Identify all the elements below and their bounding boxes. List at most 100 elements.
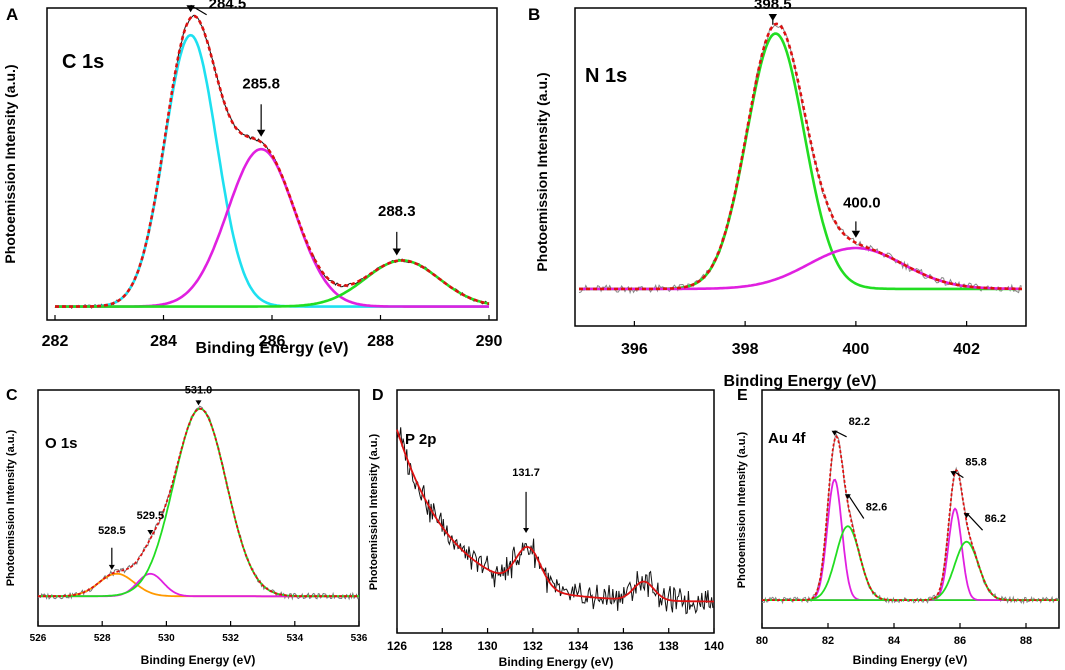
x-tick-label: 526 xyxy=(30,633,47,644)
plot-frame xyxy=(574,7,1027,327)
peak-arrow-head xyxy=(392,248,401,256)
peak-arrow-head xyxy=(768,13,778,21)
peak-label: 528.5 xyxy=(98,525,126,537)
curves xyxy=(761,433,1060,605)
x-tick-label: 396 xyxy=(621,341,648,358)
x-tick-label: 284 xyxy=(150,333,177,350)
y-axis-label: Photoemission Intensity (a.u.) xyxy=(534,72,550,271)
series-pyridinic-n xyxy=(579,32,1022,291)
peak-arrow-head xyxy=(851,230,861,238)
y-axis-label: Photoemission Intensity (a.u.) xyxy=(5,429,17,586)
series-fitted xyxy=(579,22,1022,291)
peak-arrow-head xyxy=(950,471,957,477)
peak-label: 82.6 xyxy=(866,502,887,514)
series-au-4f5-2-shifted xyxy=(762,540,1059,601)
series-raw xyxy=(761,433,1060,605)
annotations: 531.0 529.5 528.5 xyxy=(98,385,212,570)
panel-p2p: D P 2p Binding Energy (eV) Photoemission… xyxy=(368,387,724,669)
peak-arrow-head xyxy=(523,528,530,534)
annotations: 284.5 285.8 288.3 xyxy=(186,0,416,256)
x-tick-label: 288 xyxy=(367,333,394,350)
x-tick-label: 80 xyxy=(756,635,768,647)
x-axis-label: Binding Energy (eV) xyxy=(724,373,877,390)
x-ticks: 80 82 84 86 88 xyxy=(756,623,1032,647)
x-tick-label: 136 xyxy=(613,639,633,653)
series-c-n-peak xyxy=(55,147,489,308)
peak-arrow-head xyxy=(256,129,266,137)
panel-letter-b: B xyxy=(528,5,540,24)
series-o-peak-528-5 xyxy=(38,572,359,598)
x-tick-label: 128 xyxy=(432,639,452,653)
series-au0-4f7-2 xyxy=(762,478,1059,601)
element-label: O 1s xyxy=(45,435,78,452)
panel-letter-c: C xyxy=(6,387,18,404)
series-fitted xyxy=(762,435,1059,601)
peak-label: 531.0 xyxy=(185,385,213,397)
annotations: 82.2 82.6 85.8 86.2 xyxy=(831,416,1006,531)
series-raw xyxy=(54,14,490,309)
plot-frame xyxy=(37,389,360,627)
curves xyxy=(396,427,715,615)
series-o-peak-531-0 xyxy=(38,407,359,598)
series-o-peak-529-5 xyxy=(38,572,359,598)
x-ticks: 282 284 286 288 290 xyxy=(42,315,503,350)
series-fitted xyxy=(38,407,359,598)
y-axis-label: Photoemission Intensity (a.u.) xyxy=(736,431,748,588)
panel-au4f: E Au 4f Binding Energy (eV) Photoemissio… xyxy=(736,387,1060,667)
x-tick-label: 532 xyxy=(222,633,239,644)
series-raw xyxy=(396,427,715,615)
x-tick-label: 282 xyxy=(42,333,69,350)
plot-frame xyxy=(396,389,715,634)
peak-label: 285.8 xyxy=(242,75,280,92)
panel-letter-a: A xyxy=(6,5,18,24)
peak-label: 85.8 xyxy=(965,457,986,469)
y-axis-label: Photoemission Intensity (a.u.) xyxy=(2,64,18,263)
peak-arrow-head xyxy=(186,5,195,13)
plot-frame xyxy=(46,7,498,321)
x-tick-label: 126 xyxy=(387,639,407,653)
peak-arrow-head xyxy=(844,494,851,500)
x-tick-label: 130 xyxy=(478,639,498,653)
peak-arrow-head xyxy=(195,400,202,406)
x-tick-label: 140 xyxy=(704,639,724,653)
x-ticks: 526 528 530 532 534 536 xyxy=(30,621,368,644)
series-smoothed xyxy=(396,429,714,603)
x-tick-label: 290 xyxy=(476,333,503,350)
y-axis-label: Photoemission Intensity (a.u.) xyxy=(368,433,380,590)
x-tick-label: 134 xyxy=(568,639,588,653)
peak-label: 529.5 xyxy=(137,510,165,522)
x-tick-label: 84 xyxy=(888,635,901,647)
peak-arrow-head xyxy=(831,430,838,436)
annotations: 398.5 400.0 xyxy=(754,0,881,238)
peak-label: 131.7 xyxy=(512,467,540,479)
panel-c1s: A C 1s Binding Energy (eV) Photoemission… xyxy=(2,0,502,357)
element-label: Au 4f xyxy=(768,430,807,447)
annotations: 131.7 xyxy=(512,467,540,534)
x-tick-label: 400 xyxy=(843,341,870,358)
element-label: N 1s xyxy=(585,65,627,87)
x-ticks: 126 128 130 132 134 136 138 140 xyxy=(387,628,724,653)
peak-arrow-shaft xyxy=(966,512,984,531)
panel-letter-d: D xyxy=(372,387,384,404)
x-tick-label: 398 xyxy=(732,341,759,358)
curves xyxy=(54,14,490,309)
x-ticks: 396 398 400 402 xyxy=(621,321,980,358)
series-raw xyxy=(37,405,360,601)
peak-label: 400.0 xyxy=(843,194,881,211)
peak-arrow-head xyxy=(147,529,154,535)
series-fitted xyxy=(55,14,490,308)
x-tick-label: 88 xyxy=(1020,635,1032,647)
peak-label: 86.2 xyxy=(985,513,1006,525)
plot-frame xyxy=(761,389,1060,629)
peak-label: 284.5 xyxy=(209,0,247,13)
element-label: C 1s xyxy=(62,51,104,73)
peak-label: 82.2 xyxy=(849,416,870,428)
peak-label: 398.5 xyxy=(754,0,792,13)
panel-o1s: C O 1s Binding Energy (eV) Photoemission… xyxy=(5,385,368,668)
x-tick-label: 402 xyxy=(953,341,980,358)
x-tick-label: 530 xyxy=(158,633,175,644)
peak-arrow-head xyxy=(108,564,115,570)
series-au0-4f5-2 xyxy=(762,507,1059,601)
series-raw xyxy=(578,24,1023,295)
